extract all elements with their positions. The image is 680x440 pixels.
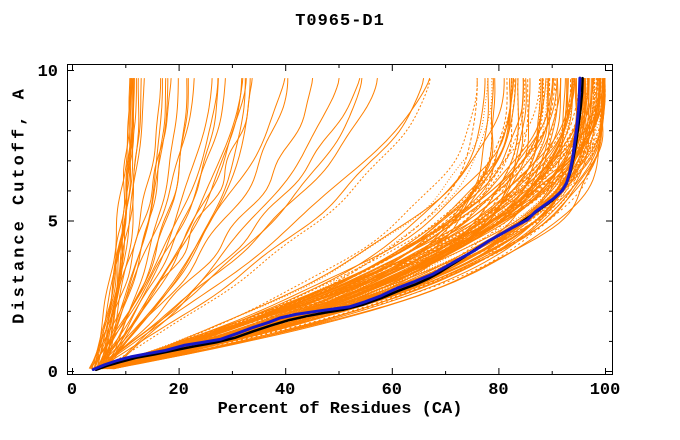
model-curve [95,78,219,369]
model-curve [97,78,605,370]
model-curve [106,77,286,369]
x-tick-label: 60 [382,381,402,400]
model-curve [102,78,604,370]
x-tick-label: 0 [67,381,77,400]
model-curve [102,78,244,369]
model-curve [93,78,516,370]
model-curve [106,78,583,370]
model-curve [112,77,361,369]
model-curve [111,78,340,369]
tick-marks [67,64,613,375]
model-curve [102,78,550,370]
model-curve [97,78,515,370]
model-curve [113,78,592,370]
model-curve [100,78,163,369]
model-curve [93,78,135,369]
plot-title: T0965-D1 [295,12,385,31]
model-curve [106,78,505,370]
model-curve [110,78,606,370]
model-curve [99,78,574,370]
model-curve [95,78,556,370]
y-tick-label: 5 [48,214,58,233]
model-curve [95,78,606,370]
model-curve [101,78,431,370]
x-tick-label: 40 [275,381,295,400]
model-curve [89,78,162,369]
model-curve [95,78,602,370]
model-curve [101,78,145,369]
model-curve [101,78,246,369]
model-curves-ensemble [88,76,606,372]
model-curve [97,78,425,370]
model-curve [100,78,314,369]
plot-frame [67,64,613,375]
model-curve [100,78,289,369]
model-curve [104,78,247,369]
y-tick-label: 0 [48,364,58,383]
model-curve [91,78,590,370]
model-curve [107,78,213,369]
highlighted-curve-blue [91,76,582,371]
model-curve [108,78,606,370]
model-curve [102,78,132,369]
model-curve [96,78,169,369]
model-curve [112,78,520,370]
model-curve [105,78,140,369]
model-curve [92,78,605,370]
model-curve [88,78,195,369]
x-tick-label: 20 [168,381,188,400]
model-curve [106,78,131,369]
model-curve [95,78,558,370]
model-curve [99,78,489,370]
tick-labels: 0 20 40 60 80 100 0 5 10 [38,63,621,400]
model-curve [112,78,571,370]
model-curve [92,78,600,370]
y-tick-label: 10 [38,63,58,82]
model-curve [95,78,188,369]
model-curve [94,78,378,370]
model-curve [95,78,526,370]
y-axis-label: Distance Cutoff, A [10,86,30,324]
model-curve [95,78,585,370]
model-curve [99,78,602,370]
x-axis-label: Percent of Residues (CA) [217,400,463,419]
model-curve [100,78,189,369]
x-tick-label: 80 [488,381,508,400]
model-curve [89,78,219,369]
model-curve [96,78,135,369]
model-curve [114,78,540,370]
model-curve [93,78,513,370]
x-tick-label: 100 [590,381,621,400]
model-curve [94,78,132,369]
